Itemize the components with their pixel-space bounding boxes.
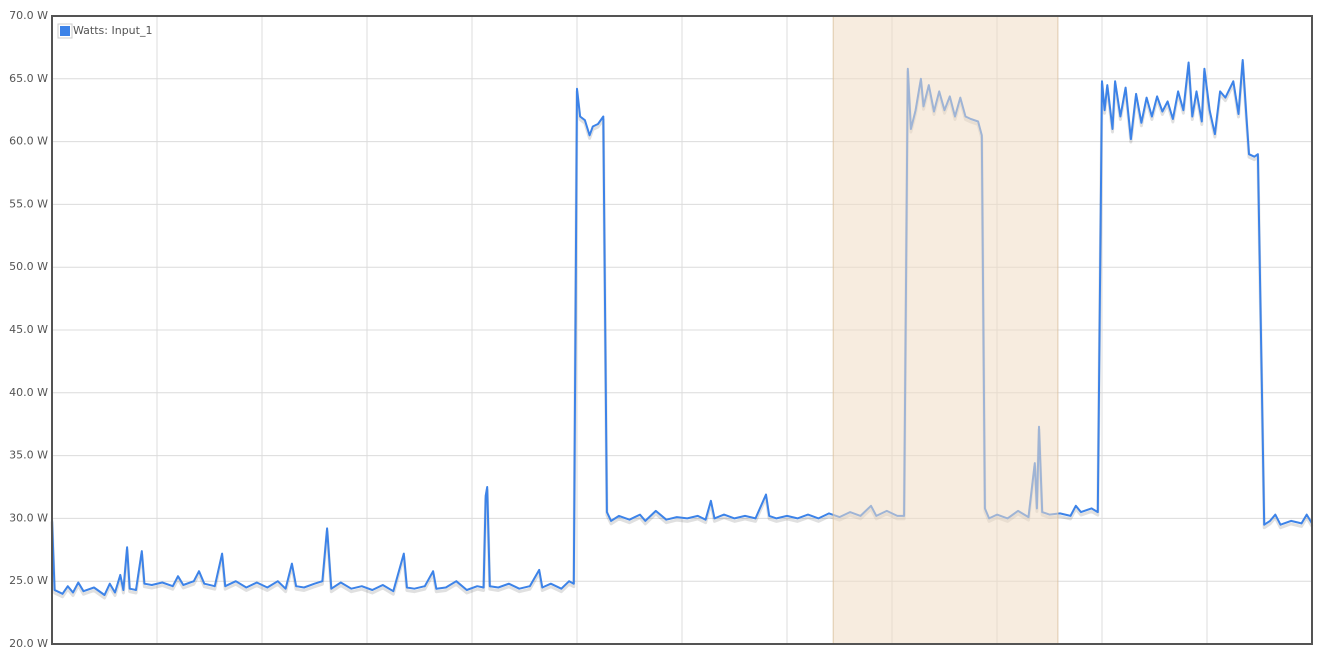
- legend-swatch: [60, 26, 70, 36]
- x-tick-label: 12:00: [666, 652, 698, 654]
- legend-label: Watts: Input_1: [73, 24, 152, 37]
- y-tick-label: 50.0 W: [9, 260, 48, 273]
- x-tick-label: 02:00: [141, 652, 173, 654]
- x-tick-label: 08:00: [456, 652, 488, 654]
- x-tick-label: 18:00: [981, 652, 1013, 654]
- y-tick-label: 55.0 W: [9, 197, 48, 210]
- y-tick-label: 45.0 W: [9, 323, 48, 336]
- x-tick-label: 00:00: [1296, 652, 1328, 654]
- y-tick-label: 70.0 W: [9, 9, 48, 22]
- y-tick-label: 40.0 W: [9, 386, 48, 399]
- y-tick-label: 30.0 W: [9, 511, 48, 524]
- x-tick-label: 00:00: [36, 652, 68, 654]
- highlight-band: [832, 15, 1059, 645]
- x-tick-label: 06:00: [351, 652, 383, 654]
- legend: Watts: Input_1: [57, 23, 152, 39]
- x-tick-label: 04:00: [246, 652, 278, 654]
- x-tick-label: 16:00: [876, 652, 908, 654]
- x-tick-label: 22:00: [1191, 652, 1223, 654]
- x-tick-label: 20:00: [1086, 652, 1118, 654]
- plot-frame: [51, 15, 1313, 645]
- x-tick-label: 10:00: [561, 652, 593, 654]
- y-tick-label: 65.0 W: [9, 72, 48, 85]
- y-tick-label: 35.0 W: [9, 449, 48, 462]
- series-line: [51, 59, 1313, 596]
- x-tick-label: 14:00: [771, 652, 803, 654]
- y-tick-label: 25.0 W: [9, 574, 48, 587]
- y-tick-label: 20.0 W: [9, 637, 48, 650]
- y-tick-label: 60.0 W: [9, 135, 48, 148]
